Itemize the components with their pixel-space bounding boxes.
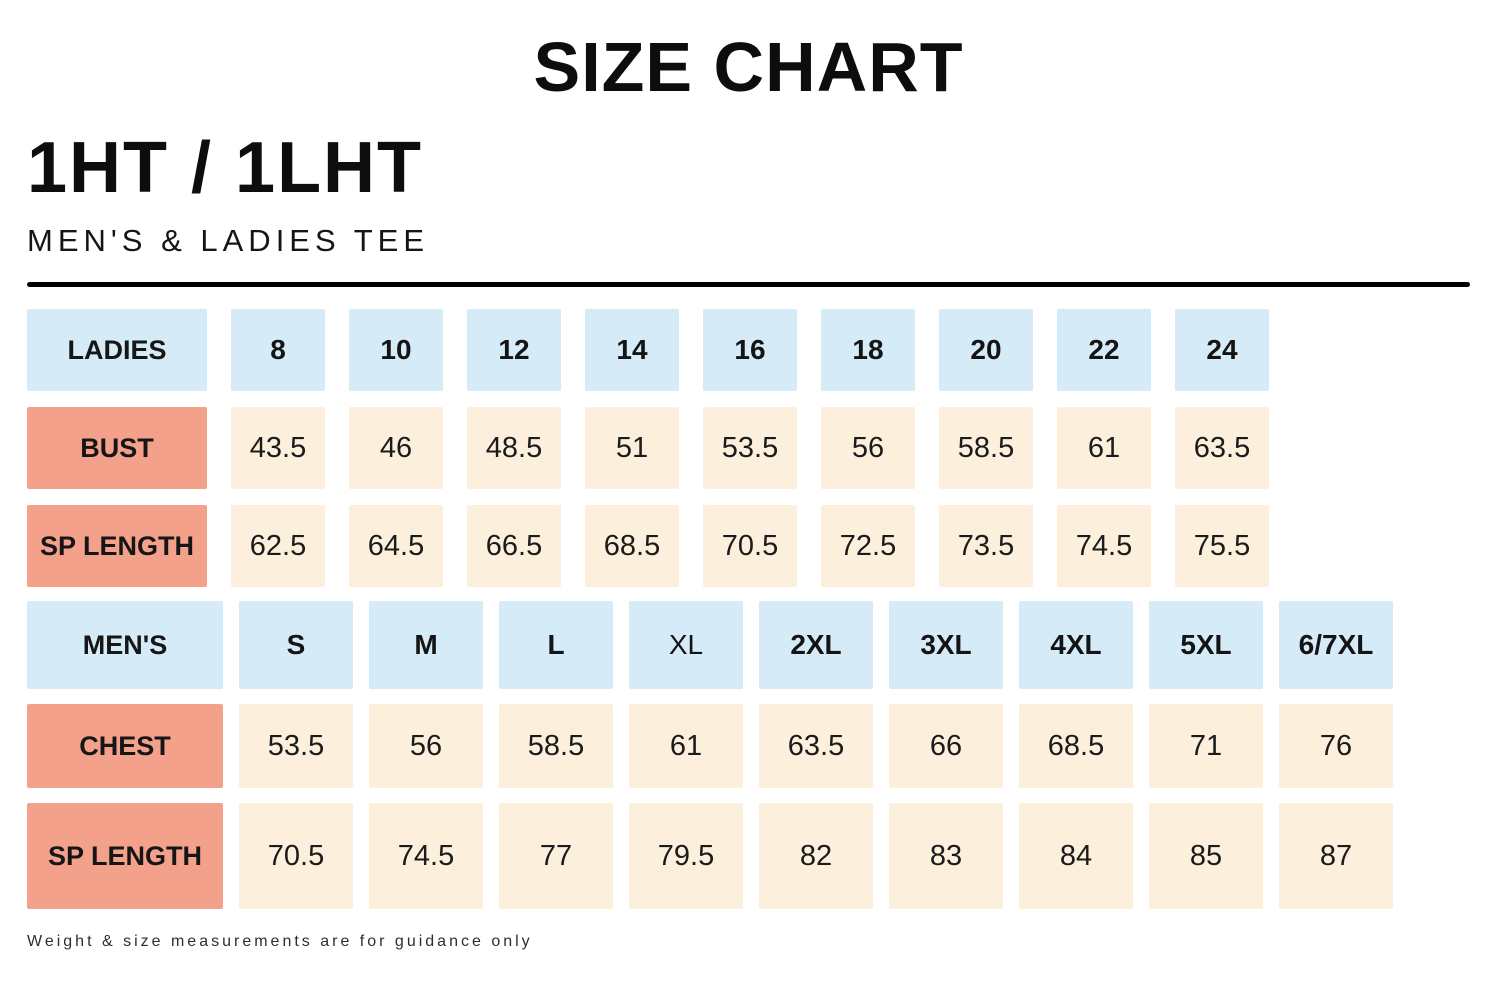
chest-value-cell: 63.5 <box>759 704 873 788</box>
mens-size-cell: M <box>369 601 483 689</box>
guidance-note: Weight & size measurements are for guida… <box>27 933 533 950</box>
ladies-size-cells: 8 10 12 14 16 18 20 22 24 <box>231 309 1269 391</box>
size-tables: LADIES 8 10 12 14 16 18 20 22 24 BUST 43.5 46 48.5… <box>27 309 1470 909</box>
mens-sp-length-row-label: SP LENGTH <box>27 803 223 909</box>
ladies-size-cell: 16 <box>703 309 797 391</box>
mens-size-cell: XL <box>629 601 743 689</box>
mens-size-cell: 4XL <box>1019 601 1133 689</box>
mens-sp-length-value-cell: 74.5 <box>369 803 483 909</box>
mens-size-cell: 2XL <box>759 601 873 689</box>
ladies-size-cell: 24 <box>1175 309 1269 391</box>
chest-value-cell: 61 <box>629 704 743 788</box>
mens-sp-length-value-cell: 87 <box>1279 803 1393 909</box>
mens-size-cell: 3XL <box>889 601 1003 689</box>
mens-chest-row: CHEST 53.5 56 58.5 61 63.5 66 68.5 71 76 <box>27 704 1470 788</box>
bust-value-cell: 56 <box>821 407 915 489</box>
mens-sp-length-value-cell: 82 <box>759 803 873 909</box>
chest-value-cell: 58.5 <box>499 704 613 788</box>
ladies-sp-length-row: SP LENGTH 62.5 64.5 66.5 68.5 70.5 72.5 73.5 74… <box>27 505 1470 587</box>
ladies-size-table: LADIES 8 10 12 14 16 18 20 22 24 BUST 43.5 46 48.5… <box>27 309 1470 587</box>
mens-row-label: MEN'S <box>27 601 223 689</box>
bust-value-cell: 46 <box>349 407 443 489</box>
chest-value-cell: 68.5 <box>1019 704 1133 788</box>
mens-sp-length-value-cell: 84 <box>1019 803 1133 909</box>
size-chart-page: SIZE CHART 1HT / 1LHT MEN'S & LADIES TEE… <box>27 28 1470 950</box>
ladies-size-cell: 20 <box>939 309 1033 391</box>
bust-value-cell: 48.5 <box>467 407 561 489</box>
mens-size-cell: L <box>499 601 613 689</box>
chest-value-cell: 56 <box>369 704 483 788</box>
mens-sp-length-value-cell: 83 <box>889 803 1003 909</box>
ladies-sp-length-value-cell: 74.5 <box>1057 505 1151 587</box>
page-title: SIZE CHART <box>533 28 964 106</box>
ladies-size-cell: 22 <box>1057 309 1151 391</box>
mens-sp-length-value-cell: 70.5 <box>239 803 353 909</box>
ladies-sp-length-row-label: SP LENGTH <box>27 505 207 587</box>
mens-sp-length-value-cell: 79.5 <box>629 803 743 909</box>
product-code: 1HT / 1LHT <box>27 128 424 208</box>
ladies-header-row: LADIES 8 10 12 14 16 18 20 22 24 <box>27 309 1470 391</box>
ladies-sp-length-value-cell: 62.5 <box>231 505 325 587</box>
ladies-size-cell: 14 <box>585 309 679 391</box>
mens-header-row: MEN'S S M L XL 2XL 3XL 4XL 5XL 6/7XL <box>27 601 1470 689</box>
bust-value-cell: 51 <box>585 407 679 489</box>
mens-sp-length-value-cell: 85 <box>1149 803 1263 909</box>
ladies-size-cell: 10 <box>349 309 443 391</box>
mens-size-cell: 5XL <box>1149 601 1263 689</box>
product-subtitle: MEN'S & LADIES TEE <box>27 223 429 258</box>
chest-value-cell: 66 <box>889 704 1003 788</box>
chest-value-cell: 53.5 <box>239 704 353 788</box>
ladies-sp-length-value-cells: 62.5 64.5 66.5 68.5 70.5 72.5 73.5 74.5 75.5 <box>231 505 1269 587</box>
mens-sp-length-value-cells: 70.5 74.5 77 79.5 82 83 84 85 87 <box>239 803 1393 909</box>
bust-value-cell: 58.5 <box>939 407 1033 489</box>
chest-value-cell: 76 <box>1279 704 1393 788</box>
ladies-sp-length-value-cell: 68.5 <box>585 505 679 587</box>
ladies-size-cell: 18 <box>821 309 915 391</box>
mens-sp-length-value-cell: 77 <box>499 803 613 909</box>
mens-size-table: MEN'S S M L XL 2XL 3XL 4XL 5XL 6/7XL CHEST 53.5 5… <box>27 601 1470 909</box>
ladies-sp-length-value-cell: 73.5 <box>939 505 1033 587</box>
bust-value-cell: 43.5 <box>231 407 325 489</box>
mens-size-cells: S M L XL 2XL 3XL 4XL 5XL 6/7XL <box>239 601 1393 689</box>
chest-value-cells: 53.5 56 58.5 61 63.5 66 68.5 71 76 <box>239 704 1393 788</box>
chest-row-label: CHEST <box>27 704 223 788</box>
ladies-size-cell: 8 <box>231 309 325 391</box>
bust-value-cells: 43.5 46 48.5 51 53.5 56 58.5 61 63.5 <box>231 407 1269 489</box>
ladies-sp-length-value-cell: 70.5 <box>703 505 797 587</box>
ladies-sp-length-value-cell: 64.5 <box>349 505 443 587</box>
ladies-sp-length-value-cell: 66.5 <box>467 505 561 587</box>
bust-value-cell: 61 <box>1057 407 1151 489</box>
ladies-sp-length-value-cell: 75.5 <box>1175 505 1269 587</box>
ladies-sp-length-value-cell: 72.5 <box>821 505 915 587</box>
ladies-size-cell: 12 <box>467 309 561 391</box>
bust-value-cell: 53.5 <box>703 407 797 489</box>
chest-value-cell: 71 <box>1149 704 1263 788</box>
bust-value-cell: 63.5 <box>1175 407 1269 489</box>
mens-size-cell: 6/7XL <box>1279 601 1393 689</box>
ladies-row-label: LADIES <box>27 309 207 391</box>
ladies-bust-row: BUST 43.5 46 48.5 51 53.5 56 58.5 61 63.5 <box>27 407 1470 489</box>
mens-sp-length-row: SP LENGTH 70.5 74.5 77 79.5 82 83 84 85 87 <box>27 803 1470 909</box>
bust-row-label: BUST <box>27 407 207 489</box>
divider <box>27 282 1470 287</box>
mens-size-cell: S <box>239 601 353 689</box>
